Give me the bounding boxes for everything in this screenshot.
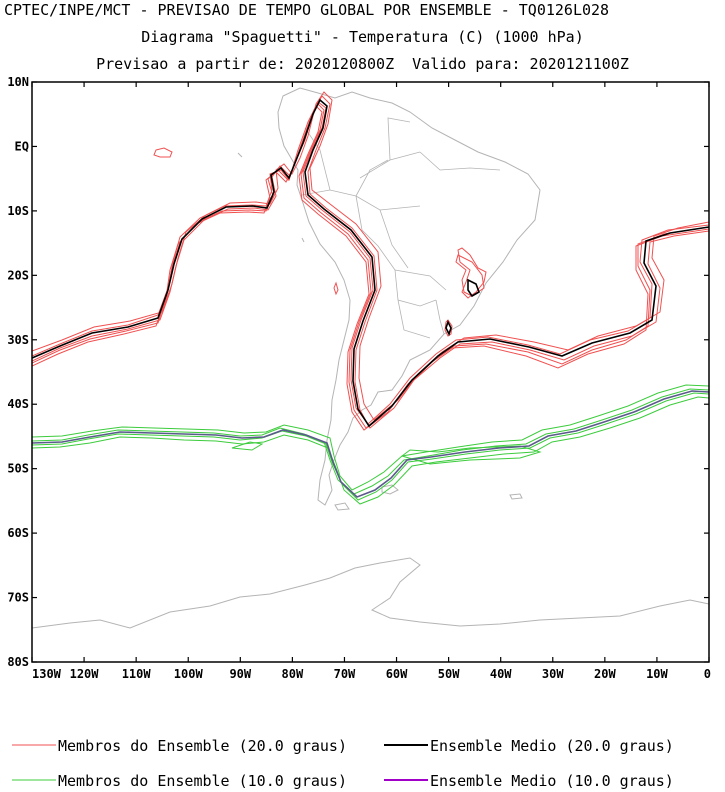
lon-tick-label: 50W (438, 667, 460, 681)
lon-tick-label: 20W (594, 667, 616, 681)
lat-tick-label: 80S (7, 655, 29, 669)
isolines-member-10 (32, 384, 709, 505)
title-line-3: Previsao a partir de: 2020120800Z Valido… (96, 55, 629, 73)
title-line-2: Diagrama "Spaguetti" - Temperatura (C) (… (141, 28, 584, 46)
legend-label-member-10: Membros do Ensemble (10.0 graus) (58, 772, 347, 790)
lon-tick-label: 40W (490, 667, 512, 681)
lon-tick-label: 90W (229, 667, 251, 681)
lon-tick-label: 60W (386, 667, 408, 681)
map-plot-area (32, 87, 709, 629)
coastline-south-america (277, 87, 541, 506)
map-frame (31, 81, 710, 663)
lat-tick-label: 10N (7, 75, 29, 89)
isolines-mean-10 (32, 390, 709, 498)
legend: Membros do Ensemble (20.0 graus) Ensembl… (12, 737, 674, 790)
lon-tick-label: 30W (542, 667, 564, 681)
lon-tick-label: 110W (122, 667, 152, 681)
lat-tick-label: EQ (15, 139, 29, 153)
coastline-islands (237, 152, 523, 511)
lat-tick-label: 50S (7, 462, 29, 476)
lat-tick-label: 40S (7, 397, 29, 411)
lon-tick-label: 120W (70, 667, 100, 681)
legend-label-member-20: Membros do Ensemble (20.0 graus) (58, 737, 347, 755)
lat-tick-label: 30S (7, 333, 29, 347)
legend-label-mean-10: Ensemble Medio (10.0 graus) (430, 772, 674, 790)
lon-tick-label: 0 (704, 667, 711, 681)
isolines-mean-20 (32, 98, 709, 428)
lat-tick-label: 70S (7, 591, 29, 605)
lon-tick-label: 10W (646, 667, 668, 681)
lat-tick-label: 10S (7, 204, 29, 218)
legend-label-mean-20: Ensemble Medio (20.0 graus) (430, 737, 674, 755)
lon-tick-label: 80W (282, 667, 304, 681)
coastline-antarctica (32, 557, 709, 629)
lon-tick-label: 70W (334, 667, 356, 681)
lat-ticks: 10N EQ 10S 20S 30S 40S 50S 60S 70S 80S (7, 75, 709, 669)
lon-tick-label: 130W (32, 667, 62, 681)
lon-ticks: 130W 120W 110W 100W 90W 80W 70W 60W 50W 40W 30W 20W… (31, 82, 711, 681)
title-line-1: CPTEC/INPE/MCT - PREVISAO DE TEMPO GLOBA… (4, 1, 610, 19)
lat-tick-label: 20S (7, 268, 29, 282)
lon-tick-label: 100W (174, 667, 204, 681)
lat-tick-label: 60S (7, 526, 29, 540)
country-borders (301, 117, 501, 339)
isolines-member-20 (32, 91, 709, 431)
